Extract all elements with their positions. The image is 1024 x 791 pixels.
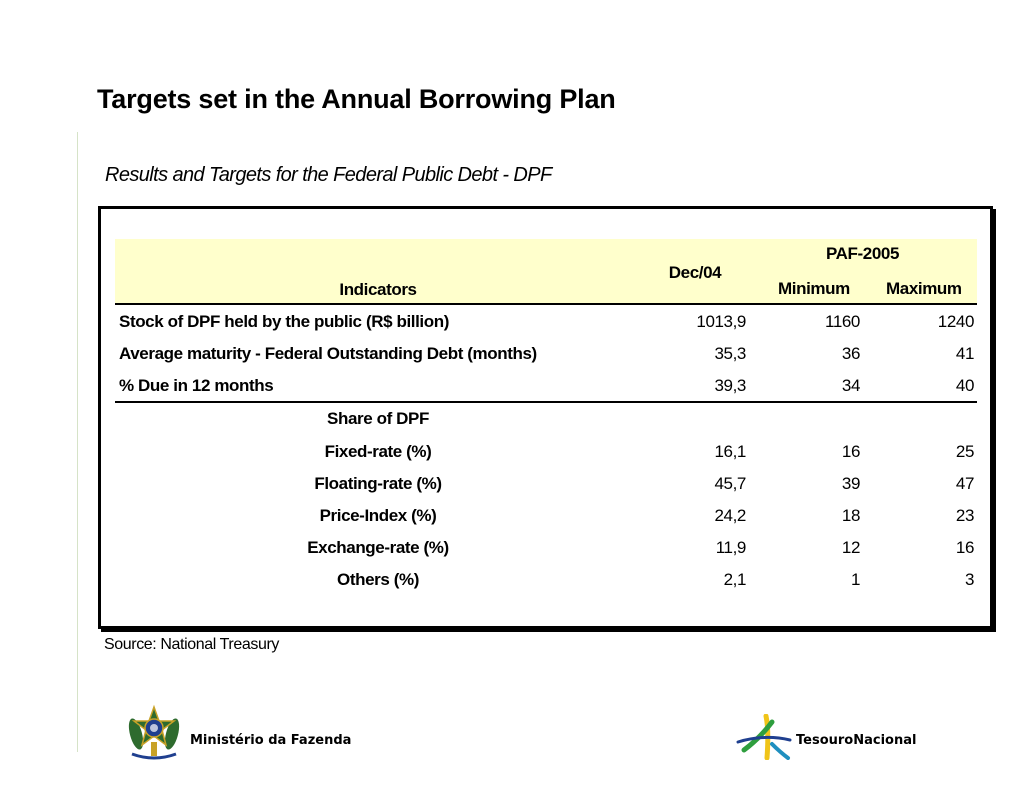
ministerio-label: Ministério da Fazenda (190, 733, 352, 748)
row-dec04: 24,2 (714, 506, 747, 525)
row-min: 36 (841, 344, 861, 363)
tesouro-star-icon (736, 714, 792, 760)
row-label: Price-Index (%) (319, 506, 437, 525)
row-max: 41 (955, 344, 975, 363)
tesouro-label: TesouroNacional (796, 733, 917, 748)
header-paf-2005: PAF-2005 (825, 244, 900, 263)
row-label: Exchange-rate (%) (307, 538, 449, 557)
row-min: 16 (841, 442, 861, 461)
row-label: % Due in 12 months (119, 376, 274, 395)
header-indicators: Indicators (339, 280, 417, 299)
row-dec04: 39,3 (714, 376, 747, 395)
row-max: 3 (964, 570, 974, 589)
row-min: 1 (850, 570, 860, 589)
row-max: 25 (955, 442, 975, 461)
row-min: 34 (841, 376, 861, 395)
row-dec04: 45,7 (714, 474, 747, 493)
row-dec04: 35,3 (714, 344, 747, 363)
coat-of-arms-icon (128, 704, 180, 760)
table-header-background (115, 239, 977, 303)
row-dec04: 2,1 (723, 570, 747, 589)
row-label: Stock of DPF held by the public (R$ bill… (119, 312, 449, 331)
row-dec04: 16,1 (714, 442, 747, 461)
row-max: 23 (955, 506, 975, 525)
header-rule (115, 303, 977, 305)
row-min: 12 (841, 538, 861, 557)
share-heading: Share of DPF (327, 409, 429, 428)
row-max: 16 (955, 538, 975, 557)
row-max: 40 (955, 376, 975, 395)
row-label: Floating-rate (%) (314, 474, 442, 493)
section-rule (115, 401, 977, 403)
row-min: 39 (841, 474, 861, 493)
source-note: Source: National Treasury (104, 636, 279, 653)
table-frame (98, 206, 993, 629)
row-max: 47 (955, 474, 975, 493)
header-minimum: Minimum (778, 279, 850, 298)
header-maximum: Maximum (886, 279, 962, 298)
header-dec04: Dec/04 (668, 263, 722, 282)
table-subtitle: Results and Targets for the Federal Publ… (105, 164, 552, 186)
row-min: 18 (841, 506, 861, 525)
row-dec04: 1013,9 (696, 312, 746, 331)
row-label: Average maturity - Federal Outstanding D… (119, 344, 537, 363)
row-label: Fixed-rate (%) (324, 442, 432, 461)
row-min: 1160 (825, 312, 860, 331)
decorative-vertical-line (77, 132, 78, 752)
row-max: 1240 (937, 312, 975, 331)
page-title: Targets set in the Annual Borrowing Plan (97, 84, 616, 114)
row-dec04: 11,9 (715, 538, 747, 557)
row-label: Others (%) (337, 570, 419, 589)
